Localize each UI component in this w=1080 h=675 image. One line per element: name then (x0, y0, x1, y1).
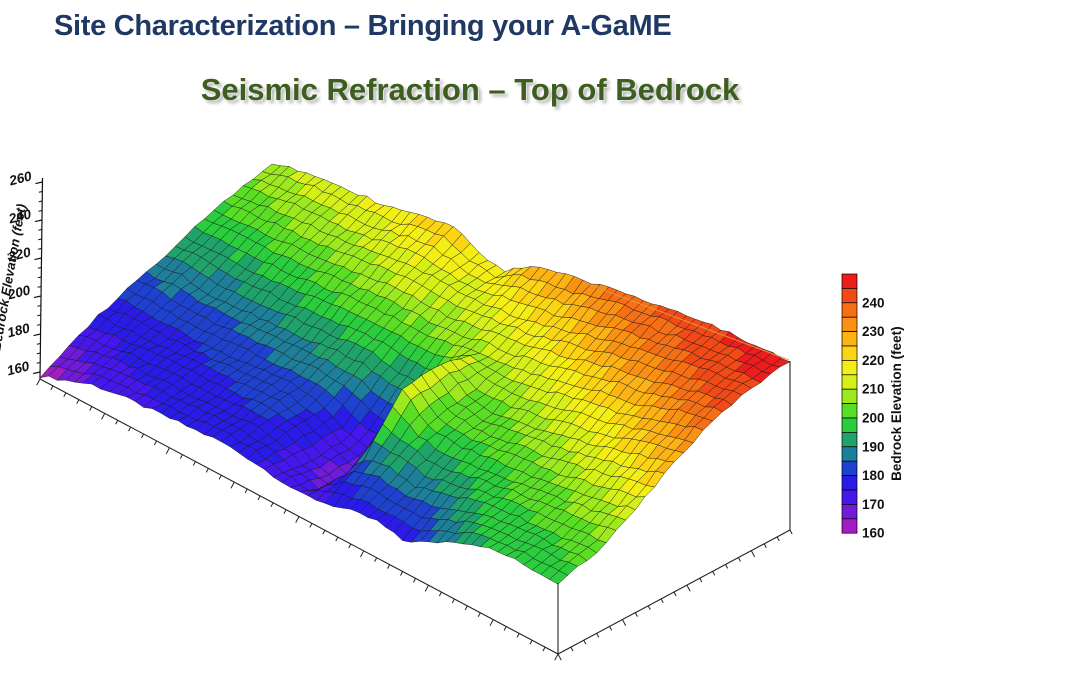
svg-text:240: 240 (6, 206, 33, 226)
svg-text:180: 180 (6, 320, 32, 340)
color-scale-legend: 240 230 220 210 200 190 180 170 160 Bedrock Eleva… (841, 273, 904, 541)
box-edges (557, 282, 791, 654)
bottom-left-axis (36, 378, 559, 661)
surface-mesh (39, 163, 791, 585)
svg-text:220: 220 (6, 244, 33, 264)
svg-text:200: 200 (5, 282, 32, 302)
slide-subtitle: Seismic Refraction – Top of Bedrock (200, 72, 740, 107)
svg-text:160: 160 (862, 526, 885, 541)
svg-text:200: 200 (862, 411, 885, 426)
svg-text:180: 180 (862, 468, 885, 483)
svg-text:240: 240 (862, 295, 885, 310)
slide-title: Site Characterization – Bringing your A-… (54, 10, 672, 42)
svg-text:170: 170 (862, 497, 885, 512)
svg-text:160: 160 (5, 358, 31, 378)
bottom-right-axis (557, 529, 793, 661)
svg-text:210: 210 (862, 382, 885, 397)
svg-text:220: 220 (862, 353, 885, 368)
svg-text:230: 230 (862, 324, 885, 339)
svg-text:260: 260 (7, 168, 34, 188)
svg-text:Bedrock Elevation (feet): Bedrock Elevation (feet) (889, 326, 904, 481)
svg-text:190: 190 (862, 439, 885, 454)
